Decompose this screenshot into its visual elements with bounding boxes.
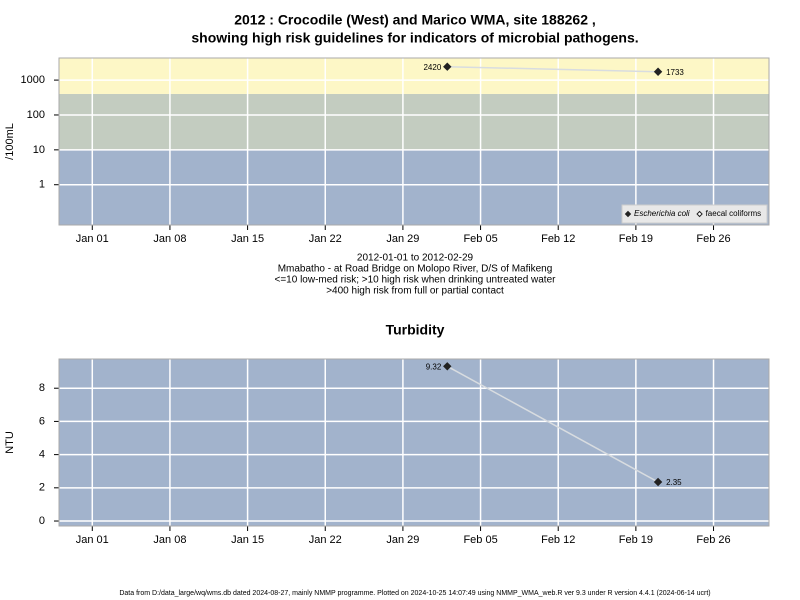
series-line [446,365,659,483]
data-point [653,67,663,76]
legend-box [621,204,768,224]
legend-marker [624,210,632,218]
risk-band [59,93,769,150]
series-line [447,65,659,73]
x-tick-label: Jan 29 [386,233,419,245]
risk-band [59,359,769,526]
y-tick-label: 1000 [21,74,45,86]
footer: Data from D:/data_large/wq/wms.db dated … [119,590,710,597]
chart-title: 2012 : Crocodile (West) and Marico WMA, … [234,12,596,28]
chart-title: Turbidity [386,322,445,338]
x-tick-label: Jan 08 [153,534,186,546]
x-tick-label: Feb 26 [696,233,730,245]
legend-marker [696,210,703,218]
x-tick-label: Jan 29 [386,534,419,546]
x-tick-label: Feb 05 [463,233,497,245]
x-tick-label: Feb 05 [463,534,497,546]
legend-label: Escherichia coli [634,209,690,218]
value-label: 2.35 [666,478,682,487]
x-tick-label: Jan 15 [231,534,264,546]
note: Mmabatho - at Road Bridge on Molopo Rive… [278,264,553,275]
data-point [653,477,663,487]
y-tick-label: 10 [33,144,45,156]
value-label: 1733 [666,68,684,77]
y-tick-label: 8 [39,382,45,394]
x-tick-label: Feb 12 [541,233,575,245]
x-tick-label: Feb 19 [619,233,653,245]
data-point [443,362,452,371]
plot-frame [58,57,770,226]
x-tick-label: Jan 15 [231,233,264,245]
y-tick-label: 1 [39,179,45,191]
x-tick-label: Feb 26 [696,534,730,546]
y-tick-label: 6 [39,415,45,427]
y-tick-label: 100 [27,109,45,121]
note: >400 high risk from full or partial cont… [326,286,504,297]
x-tick-label: Jan 01 [76,534,109,546]
legend-label: faecal coliforms [706,209,762,218]
risk-band [59,58,769,94]
value-label: 9.32 [426,362,442,371]
data-point [443,62,452,71]
y-tick-label: 0 [39,515,45,527]
plot-frame [58,358,770,527]
x-tick-label: Jan 22 [309,534,342,546]
y-tick-label: 4 [39,449,45,461]
x-tick-label: Jan 08 [153,233,186,245]
note: <=10 low-med risk; >10 high risk when dr… [275,275,557,286]
chart-title: showing high risk guidelines for indicat… [191,30,638,46]
y-axis-label: NTU [4,431,16,454]
note: 2012-01-01 to 2012-02-29 [357,253,474,264]
x-tick-label: Jan 22 [309,233,342,245]
value-label: 2420 [423,63,441,72]
x-tick-label: Feb 12 [541,534,575,546]
y-tick-label: 2 [39,482,45,494]
x-tick-label: Feb 19 [619,534,653,546]
x-tick-label: Jan 01 [76,233,109,245]
y-axis-label: /100mL [4,123,16,160]
